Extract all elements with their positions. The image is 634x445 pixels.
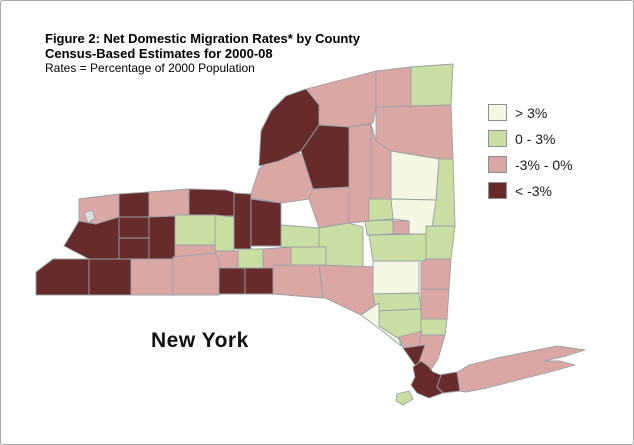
county-chautauqua (35, 258, 90, 296)
county-delaware (318, 264, 380, 316)
county-albany (368, 233, 427, 262)
county-montgomery (364, 219, 394, 236)
county-oneida (308, 186, 350, 229)
legend-label-0-3: 0 - 3% (515, 130, 556, 147)
county-allegany (130, 258, 174, 296)
legend-row-gt3: > 3% (488, 104, 573, 121)
county-suffolk (455, 345, 586, 393)
county-cattaraugus (88, 258, 132, 296)
county-wayne (188, 188, 237, 217)
legend-swatch-lt-neg3 (488, 182, 507, 199)
county-seneca (214, 214, 235, 252)
county-chemung (218, 267, 246, 295)
county-herkimer (348, 123, 372, 224)
county-onondaga (250, 198, 282, 247)
figure-title-block: Figure 2: Net Domestic Migration Rates* … (45, 31, 360, 76)
county-columbia (420, 258, 452, 290)
grand-island-shape (83, 209, 96, 224)
legend-swatch-gt3 (488, 104, 507, 121)
figure-title-line1: Figure 2: Net Domestic Migration Rates* … (45, 31, 360, 46)
county-genesee (118, 216, 150, 239)
legend-swatch-0-3 (488, 130, 507, 147)
county-sullivan (360, 302, 402, 347)
county-cayuga (233, 192, 252, 250)
county-franklin (375, 66, 412, 108)
county-lewis (300, 124, 350, 190)
legend-row-lt-neg3: < -3% (488, 182, 573, 199)
county-putnam (420, 318, 448, 336)
county-madison (280, 224, 320, 248)
county-dutchess (420, 288, 450, 320)
county-steuben (172, 252, 220, 296)
county-new-york-city (410, 360, 444, 399)
county-monroe (148, 188, 190, 218)
county-orleans (118, 191, 150, 218)
legend-label-lt-neg3: < -3% (515, 182, 552, 199)
state-label: New York (151, 329, 249, 352)
county-staten-island (395, 390, 414, 406)
figure-note: Rates = Percentage of 2000 Population (45, 61, 255, 75)
county-warren (390, 150, 440, 201)
county-chenango (290, 246, 327, 266)
figure-title-line2: Census-Based Estimates for 2000-08 (45, 46, 273, 61)
county-jefferson (258, 88, 320, 167)
county-rensselaer (425, 225, 456, 260)
county-greene (372, 292, 422, 312)
county-tioga (244, 267, 274, 295)
legend-row-0-3: 0 - 3% (488, 130, 573, 147)
county-erie (63, 216, 120, 260)
county-fulton (368, 198, 394, 222)
legend-label-gt3: > 3% (515, 104, 548, 121)
county-schenectady (392, 220, 410, 235)
legend: > 3% 0 - 3% -3% - 0% < -3% (488, 104, 573, 208)
legend-swatch-neg3-0 (488, 156, 507, 173)
county-rockland (402, 344, 426, 369)
county-livingston (148, 215, 176, 260)
legend-label-neg3-0: -3% - 0% (515, 156, 573, 173)
county-schoharie (372, 260, 420, 295)
legend-row-neg3-0: -3% - 0% (488, 156, 573, 173)
county-broome (272, 264, 324, 299)
county-clinton (410, 63, 454, 108)
county-wyoming (118, 237, 150, 260)
county-ontario (174, 214, 216, 246)
